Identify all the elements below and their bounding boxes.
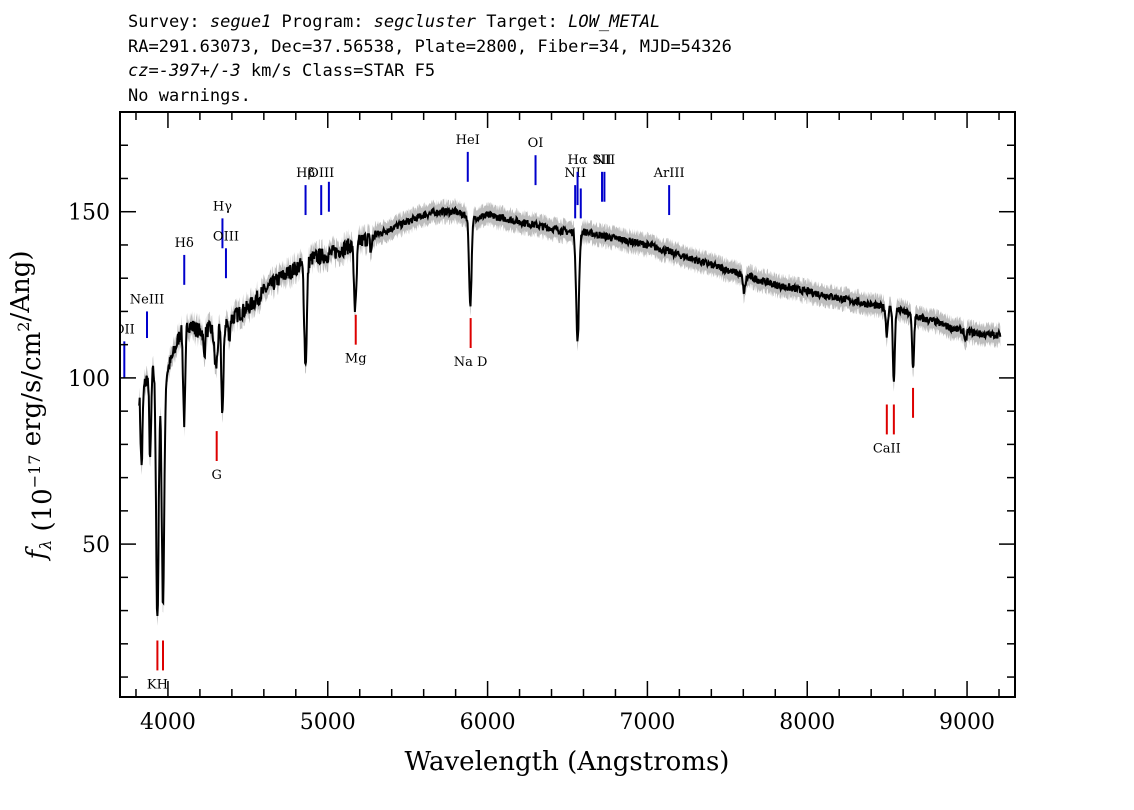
x-axis-title: Wavelength (Angstroms) <box>405 747 730 777</box>
y-tick-label: 50 <box>82 533 110 558</box>
emission-line-label: OI <box>528 136 544 151</box>
emission-line-label: NII <box>594 153 616 168</box>
error-band-layer <box>139 198 1001 626</box>
emission-line-label: NeIII <box>130 292 164 307</box>
class-text: km/s Class=STAR F5 <box>240 61 436 81</box>
x-tick-label: 5000 <box>300 710 356 735</box>
plot-frame <box>119 111 1016 698</box>
spectrum-header: Survey: segue1 Program: segcluster Targe… <box>128 10 732 108</box>
program-value: segcluster <box>373 12 477 32</box>
flux-spectrum-line <box>138 205 1002 616</box>
emission-line-label: Hβ <box>296 166 315 181</box>
absorption-line-label: KH <box>147 677 168 692</box>
absorption-line-label: Na D <box>454 355 488 370</box>
x-tick-label: 6000 <box>460 710 516 735</box>
emission-line-label: Hδ <box>175 236 194 251</box>
absorption-line-label: CaII <box>873 441 901 456</box>
cz-value: cz=-397+/-3 <box>128 61 241 81</box>
y-tick-label: 150 <box>68 201 110 226</box>
x-tick-label: 9000 <box>939 710 995 735</box>
absorption-line-label: Mg <box>345 352 367 367</box>
y-tick-label: 100 <box>68 367 110 392</box>
emission-line-label: Hγ <box>213 199 232 214</box>
emission-line-label: OIII <box>213 229 239 244</box>
y-axis-title: fλ (10−17 erg/s/cm2/Ang) <box>6 250 58 561</box>
header-line-redshift: cz=-397+/-3 km/s Class=STAR F5 <box>128 59 732 84</box>
target-label: Target: <box>476 12 569 32</box>
flux-error-band <box>139 198 1001 626</box>
x-tick-label: 7000 <box>619 710 675 735</box>
header-line-coordinates: RA=291.63073, Dec=37.56538, Plate=2800, … <box>128 36 732 57</box>
x-tick-label: 8000 <box>779 710 835 735</box>
emission-line-label: OII <box>114 322 135 337</box>
emission-line-label: HeI <box>456 133 480 148</box>
header-line-survey: Survey: segue1 Program: segcluster Targe… <box>128 10 732 35</box>
emission-line-label: ArIII <box>653 166 685 181</box>
header-line-warnings: No warnings. <box>128 85 251 106</box>
emission-line-label: SII <box>592 153 611 168</box>
emission-line-label: OIII <box>308 166 334 181</box>
x-tick-label: 4000 <box>140 710 196 735</box>
survey-label: Survey: <box>128 12 210 32</box>
absorption-line-label: G <box>211 468 221 483</box>
emission-line-label: Hα <box>568 153 588 168</box>
emission-line-label: NII <box>564 166 586 181</box>
spectrum-layer <box>138 205 1002 616</box>
axes-layer: 4000 5000 6000 7000 8000 9000 50 100 150 <box>68 111 1015 735</box>
target-value: LOW_METAL <box>568 12 661 32</box>
survey-value: segue1 <box>209 12 272 32</box>
program-label: Program: <box>271 12 374 32</box>
